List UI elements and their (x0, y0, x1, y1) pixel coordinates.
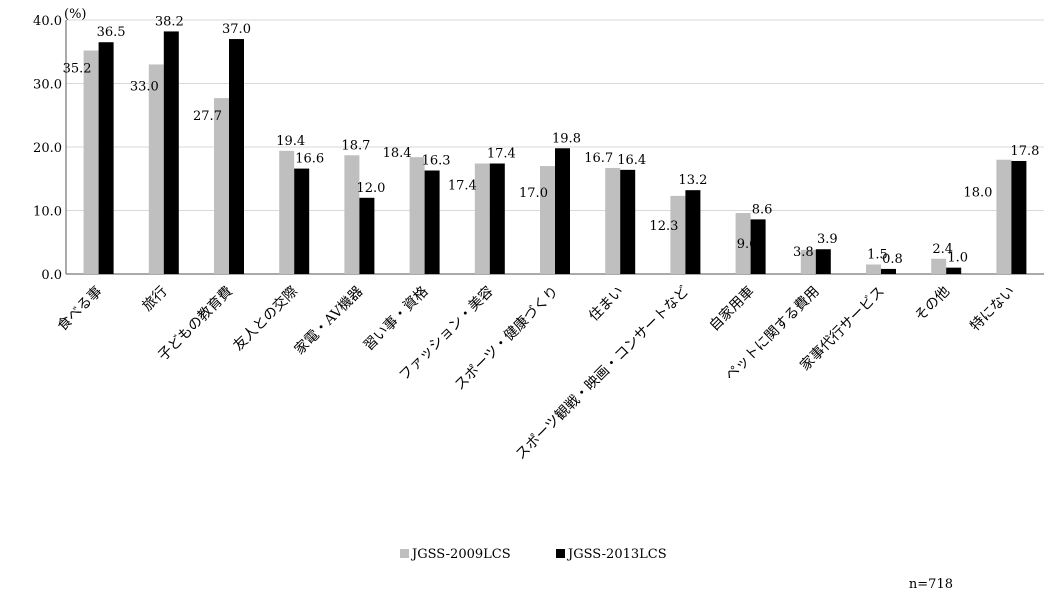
category-label: 食べる事 (54, 283, 106, 335)
y-tick-label: 30.0 (33, 78, 62, 93)
bar-2009 (800, 249, 816, 274)
bar-2009 (605, 167, 621, 274)
y-axis-unit: (%) (64, 7, 87, 22)
value-label: 1.0 (947, 251, 968, 266)
bar-2009 (83, 50, 99, 275)
legend-label-2009: JGSS-2009LCS (410, 547, 511, 562)
value-label: 9.6 (737, 237, 758, 252)
category-label: 友人との交際 (230, 283, 301, 354)
y-tick-label: 0.0 (41, 268, 62, 283)
y-axis-ticks: 0.0 10.0 20.0 30.0 40.0 (33, 14, 62, 283)
category-label: その他 (912, 284, 953, 325)
legend-label-2013: JGSS-2013LCS (566, 547, 667, 562)
legend-swatch-2013 (556, 549, 565, 558)
category-labels: 食べる事 旅行子どもの教育費友人との交際家電・AV機器習い事・資格ファッション・美… (54, 283, 1018, 463)
bar-2009 (735, 213, 751, 274)
bar-2013 (881, 268, 896, 274)
bar-2009 (279, 150, 295, 274)
value-label: 37.0 (222, 22, 251, 37)
value-label: 16.3 (422, 153, 451, 168)
value-label: 2.4 (932, 242, 953, 257)
bar-2013 (815, 249, 831, 274)
y-tick-label: 10.0 (33, 205, 62, 220)
bar-2009 (344, 155, 360, 274)
value-label: 36.5 (97, 25, 126, 40)
category-label: 家電・AV機器 (291, 283, 366, 358)
bar-2013 (946, 267, 962, 274)
y-tick-label: 40.0 (33, 14, 62, 29)
bar-2009 (931, 258, 947, 274)
value-label: 17.4 (448, 179, 477, 194)
bar-2013 (98, 42, 114, 274)
legend: JGSS-2009LCS JGSS-2013LCS (400, 547, 667, 562)
bar-2009 (148, 64, 164, 274)
bar-2013 (1011, 160, 1027, 274)
value-label: 12.0 (356, 181, 385, 196)
bar-2013 (750, 219, 766, 274)
value-label: 17.4 (487, 147, 516, 162)
value-label: 13.2 (678, 173, 707, 188)
value-label: 16.7 (584, 151, 613, 166)
category-label: 住まい (586, 284, 627, 325)
value-label: 3.8 (793, 245, 814, 260)
category-label: 旅行 (140, 284, 171, 315)
sample-size-note: n=718 (909, 577, 953, 592)
bars (83, 31, 1027, 275)
value-label: 18.4 (383, 146, 412, 161)
value-label: 35.2 (63, 61, 92, 76)
bar-2009 (866, 264, 881, 274)
value-label: 18.7 (341, 138, 370, 153)
bar-2013 (685, 190, 701, 274)
bar-2013 (489, 163, 505, 274)
y-tick-label: 20.0 (33, 141, 62, 156)
bar-2013 (620, 169, 636, 274)
bar-2013 (359, 197, 375, 274)
value-label: 38.2 (155, 14, 184, 29)
bar-2009 (996, 159, 1012, 274)
value-label: 17.8 (1010, 144, 1039, 159)
bar-2013 (229, 39, 244, 274)
category-label: 習い事・資格 (361, 284, 432, 355)
value-label: 19.4 (276, 134, 305, 149)
bar-2013 (555, 148, 570, 274)
value-label: 0.8 (882, 252, 903, 267)
bar-2009 (214, 98, 229, 274)
value-label: 18.0 (963, 186, 992, 201)
legend-swatch-2009 (400, 549, 409, 558)
value-label: 12.3 (649, 219, 678, 234)
category-label: 自家用車 (706, 283, 758, 335)
value-label: 8.6 (752, 202, 773, 217)
bar-2013 (294, 168, 310, 274)
bar-2013 (424, 170, 440, 274)
category-label: スポーツ・健康づくり (451, 283, 562, 394)
category-label: 特にない (967, 284, 1018, 335)
bar-2009 (670, 195, 686, 274)
bar-2009 (409, 157, 425, 274)
value-label: 33.0 (130, 79, 159, 94)
value-label: 16.6 (295, 152, 324, 167)
value-label: 27.7 (193, 109, 222, 124)
value-label: 3.9 (817, 232, 838, 247)
value-label: 16.4 (617, 153, 646, 168)
bar-2009 (540, 166, 555, 274)
value-label: 1.5 (867, 247, 888, 262)
bar-2013 (163, 31, 179, 275)
value-label: 19.8 (552, 131, 581, 146)
bar-2009 (474, 163, 490, 274)
value-label: 17.0 (519, 186, 548, 201)
value-labels: 35.2 36.5 33.0 38.2 27.7 37.0 19.4 16.6 18.7 12.0… (63, 14, 1040, 266)
